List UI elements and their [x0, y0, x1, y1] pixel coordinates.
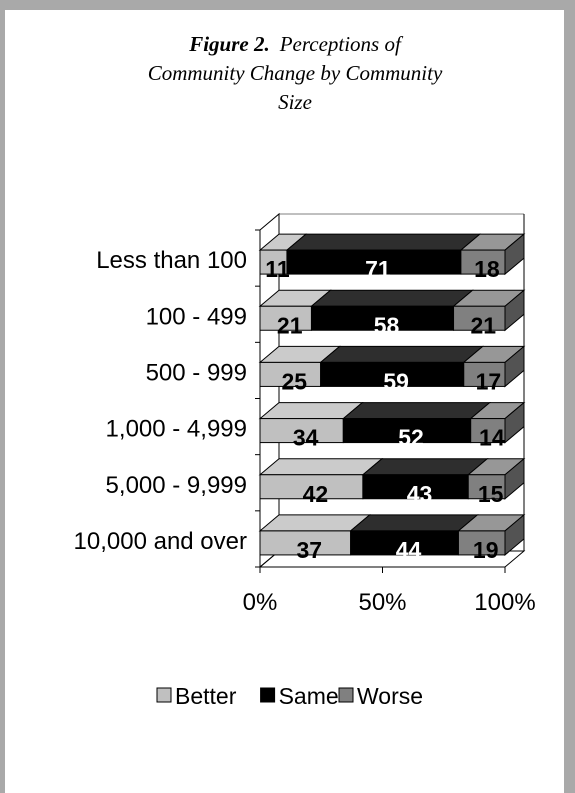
- bar-segment-same: [310, 305, 455, 331]
- category-label: 5,000 - 9,999: [106, 472, 247, 499]
- x-tick-label: 100%: [474, 589, 535, 616]
- data-label: 44: [396, 537, 422, 563]
- bar-segment-same: [342, 418, 472, 444]
- bar-top-face: [285, 233, 482, 251]
- category-label: 500 - 999: [146, 359, 247, 386]
- category-label: 10,000 and over: [74, 528, 247, 555]
- bar-segment-better: [259, 361, 322, 387]
- legend-swatch-same: [260, 687, 276, 703]
- data-label: 25: [282, 368, 308, 394]
- bar-top-face: [349, 514, 479, 532]
- category-label: 100 - 499: [146, 303, 247, 330]
- bar-top-face: [361, 458, 489, 476]
- bar-segment-same: [286, 249, 462, 275]
- title-text-1: Perceptions of: [279, 32, 401, 56]
- title-line-3: Size: [278, 90, 312, 114]
- data-label: 18: [474, 256, 500, 282]
- figure-label: Figure 2.: [189, 32, 270, 56]
- bar-segment-worse: [463, 361, 506, 387]
- data-label: 21: [277, 312, 303, 338]
- data-label: 19: [473, 537, 499, 563]
- legend-label-better: Better: [175, 683, 237, 709]
- bar-top-face: [341, 402, 492, 420]
- data-label: 42: [303, 481, 329, 507]
- bar-segment-worse: [460, 249, 506, 275]
- bar-segment-better: [259, 530, 352, 556]
- bar-segment-worse: [457, 530, 506, 556]
- bar-end-face: [504, 345, 525, 388]
- figure-title: Figure 2. Perceptions of Community Change…: [40, 30, 550, 117]
- data-label: 37: [297, 537, 323, 563]
- bar-top-face: [258, 458, 384, 476]
- bar-segment-better: [259, 305, 312, 331]
- bar-end-face: [504, 289, 525, 332]
- x-tick-label: 0%: [243, 589, 278, 616]
- category-label: 1,000 - 4,999: [106, 416, 247, 443]
- data-label: 58: [374, 312, 400, 338]
- title-line-1: Figure 2. Perceptions of: [40, 30, 550, 59]
- bar-segment-same: [320, 361, 465, 387]
- frame-top-border: [0, 0, 575, 10]
- bar-end-face: [504, 401, 525, 444]
- category-label: Less than 100: [96, 247, 247, 274]
- legend-swatch-better: [156, 687, 172, 703]
- data-label: 59: [383, 368, 409, 394]
- bar-end-face: [504, 233, 525, 276]
- legend-label-same: Same: [279, 683, 339, 709]
- data-label: 71: [365, 256, 391, 282]
- bar-top-face: [319, 345, 485, 363]
- data-label: 21: [470, 312, 496, 338]
- frame-right-border: [564, 0, 575, 793]
- bar-segment-same: [362, 474, 469, 500]
- x-tick-label: 50%: [358, 589, 406, 616]
- bar-segment-better: [259, 474, 364, 500]
- title-line-2: Community Change by Community: [147, 61, 443, 85]
- legend-swatch-worse: [338, 687, 354, 703]
- data-label: 17: [476, 368, 502, 394]
- legend-label-worse: Worse: [357, 683, 423, 709]
- bar-end-face: [504, 513, 525, 556]
- data-label: 34: [293, 425, 319, 451]
- bar-end-face: [504, 457, 525, 500]
- data-label: 11: [265, 256, 290, 282]
- data-label: 52: [398, 425, 424, 451]
- data-label: 14: [479, 425, 505, 451]
- bar-segment-worse: [470, 418, 506, 444]
- bar-top-face: [310, 289, 474, 307]
- data-label: 15: [478, 481, 504, 507]
- data-label: 43: [407, 481, 433, 507]
- frame-left-border: [0, 0, 5, 793]
